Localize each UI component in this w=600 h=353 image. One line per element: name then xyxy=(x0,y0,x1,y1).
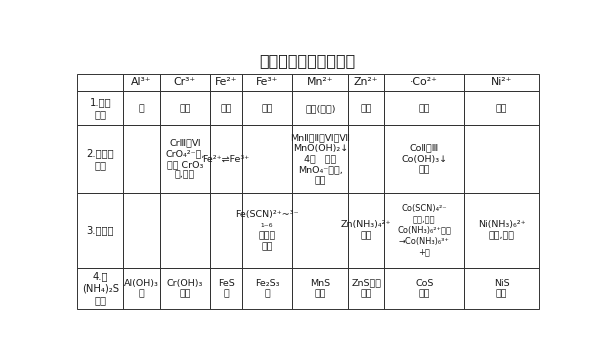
Bar xyxy=(348,268,385,309)
Bar xyxy=(123,91,160,125)
Bar xyxy=(385,74,464,91)
Bar xyxy=(123,74,160,91)
Bar xyxy=(385,193,464,268)
Bar xyxy=(210,74,242,91)
Bar xyxy=(123,125,160,193)
Text: Mn²⁺: Mn²⁺ xyxy=(307,77,334,88)
Bar xyxy=(292,74,348,91)
Bar xyxy=(77,125,123,193)
Text: CoS
黑色: CoS 黑色 xyxy=(415,279,433,299)
Bar xyxy=(348,91,385,125)
Bar xyxy=(464,74,539,91)
Text: MnS
肉色: MnS 肉色 xyxy=(310,279,331,299)
Text: 无: 无 xyxy=(139,104,144,113)
Text: Co(SCN)₄²⁻
蓝色,鉴定
Co(NH₃)₆²⁺粉红
→Co(NH₃)₆³⁺
+黄: Co(SCN)₄²⁻ 蓝色,鉴定 Co(NH₃)₆²⁺粉红 →Co(NH₃)₆³… xyxy=(397,204,451,256)
Bar xyxy=(464,268,539,309)
Text: Fe₂S₃
黑: Fe₂S₃ 黑 xyxy=(255,279,280,299)
Text: Zn²⁺: Zn²⁺ xyxy=(354,77,379,88)
Bar xyxy=(292,125,348,193)
Bar xyxy=(464,91,539,125)
Bar xyxy=(77,74,123,91)
Bar xyxy=(242,74,292,91)
Text: 4.与
(NH₄)₂S
作用: 4.与 (NH₄)₂S 作用 xyxy=(82,272,119,306)
Bar xyxy=(77,268,123,309)
Text: NiS
黑色: NiS 黑色 xyxy=(494,279,509,299)
Bar xyxy=(160,193,210,268)
Bar xyxy=(385,91,464,125)
Bar xyxy=(292,91,348,125)
Text: Cr³⁺: Cr³⁺ xyxy=(174,77,196,88)
Bar xyxy=(160,91,210,125)
Text: Cr(OH)₃
灰绿: Cr(OH)₃ 灰绿 xyxy=(167,279,203,299)
Text: 浅粉(肉色): 浅粉(肉色) xyxy=(305,104,335,113)
Text: Al(OH)₃
白: Al(OH)₃ 白 xyxy=(124,279,159,299)
Text: Ni²⁺: Ni²⁺ xyxy=(491,77,512,88)
Text: 粉红: 粉红 xyxy=(418,104,430,113)
Text: ·Co²⁺: ·Co²⁺ xyxy=(410,77,438,88)
Text: FeS
黑: FeS 黑 xyxy=(218,279,235,299)
Bar xyxy=(160,268,210,309)
Text: 翠绿: 翠绿 xyxy=(496,104,508,113)
Bar xyxy=(242,91,292,125)
Bar xyxy=(210,91,242,125)
Text: 浅绿: 浅绿 xyxy=(220,104,232,113)
Text: Ni(NH₃)₆²⁺
浅绿,分离: Ni(NH₃)₆²⁺ 浅绿,分离 xyxy=(478,221,526,240)
Bar xyxy=(123,268,160,309)
Bar xyxy=(464,125,539,193)
Bar xyxy=(385,268,464,309)
Text: Fe²⁺: Fe²⁺ xyxy=(215,77,237,88)
Bar xyxy=(77,91,123,125)
Text: ZnS白色
鉴定: ZnS白色 鉴定 xyxy=(351,279,381,299)
Bar xyxy=(210,193,242,268)
Bar xyxy=(292,193,348,268)
Text: Fe(SCN)²⁺~³⁻
₁₋₆
血红色
鉴定: Fe(SCN)²⁺~³⁻ ₁₋₆ 血红色 鉴定 xyxy=(235,210,299,251)
Bar xyxy=(160,125,210,193)
Text: CoⅡ、Ⅲ
Co(OH)₃↓
分离: CoⅡ、Ⅲ Co(OH)₃↓ 分离 xyxy=(401,144,448,174)
Text: Fe²⁺⇌Fe³⁺: Fe²⁺⇌Fe³⁺ xyxy=(202,155,250,163)
Bar xyxy=(385,125,464,193)
Text: 第三组阳离子主要性质: 第三组阳离子主要性质 xyxy=(259,53,356,68)
Text: Zn(NH₃)₄²⁺
分离: Zn(NH₃)₄²⁺ 分离 xyxy=(341,221,391,240)
Text: 2.离子的
价态: 2.离子的 价态 xyxy=(86,148,114,170)
Bar xyxy=(348,74,385,91)
Text: 1.离子
颜色: 1.离子 颜色 xyxy=(89,97,111,119)
Text: Fe³⁺: Fe³⁺ xyxy=(256,77,278,88)
Text: 无色: 无色 xyxy=(361,104,372,113)
Bar xyxy=(464,193,539,268)
Text: 3.络合物: 3.络合物 xyxy=(86,225,114,235)
Text: 棕黄: 棕黄 xyxy=(262,104,273,113)
Text: MnⅡ、Ⅱ、Ⅵ、Ⅶ
MnO(OH)₂↓
4价   分离
MnO₄⁻紫红,
鉴定: MnⅡ、Ⅱ、Ⅵ、Ⅶ MnO(OH)₂↓ 4价 分离 MnO₄⁻紫红, 鉴定 xyxy=(290,133,350,185)
Bar xyxy=(242,268,292,309)
Bar xyxy=(123,193,160,268)
Bar xyxy=(77,193,123,268)
Bar xyxy=(292,268,348,309)
Bar xyxy=(160,74,210,91)
Text: Al³⁺: Al³⁺ xyxy=(131,77,152,88)
Bar xyxy=(348,125,385,193)
Bar xyxy=(242,193,292,268)
Bar xyxy=(242,125,292,193)
Bar xyxy=(348,193,385,268)
Text: CrⅢ、Ⅵ
CrO₄²⁻黄,
分离 CrO₃
蓝,鉴定: CrⅢ、Ⅵ CrO₄²⁻黄, 分离 CrO₃ 蓝,鉴定 xyxy=(165,138,205,180)
Bar xyxy=(210,125,242,193)
Bar xyxy=(210,268,242,309)
Text: 灰绿: 灰绿 xyxy=(179,104,191,113)
